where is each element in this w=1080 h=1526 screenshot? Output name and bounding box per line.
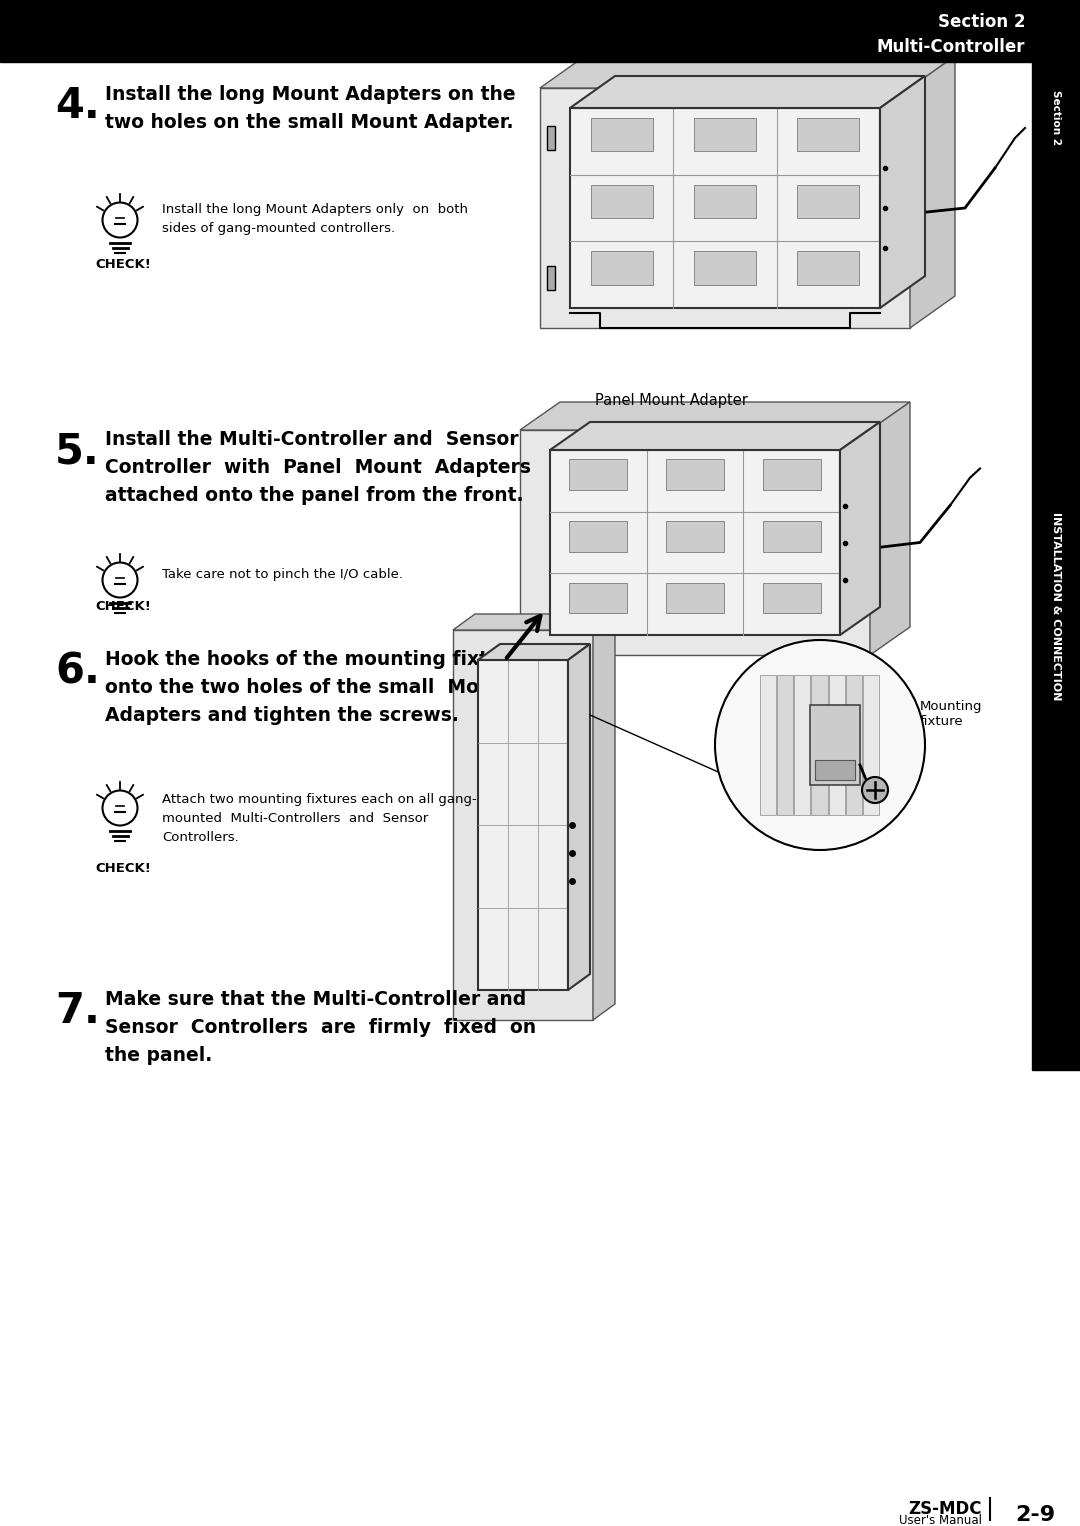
Bar [550, 450, 840, 635]
Bar [570, 108, 880, 308]
Polygon shape [540, 89, 910, 328]
Circle shape [715, 639, 924, 850]
Polygon shape [870, 401, 910, 655]
Text: Panel Mount Adapter: Panel Mount Adapter [595, 394, 747, 407]
Polygon shape [478, 644, 590, 661]
Text: 7.: 7. [55, 990, 99, 1032]
Text: INSTALLATION & CONNECTION: INSTALLATION & CONNECTION [1051, 511, 1061, 700]
Polygon shape [880, 76, 924, 308]
Polygon shape [550, 423, 880, 450]
Bar [0, 0, 1080, 63]
Bar [575, 113, 875, 304]
Text: User's Manual: User's Manual [899, 1514, 982, 1526]
Text: Install the long Mount Adapters on the: Install the long Mount Adapters on the [105, 85, 515, 104]
Text: mounted  Multi-Controllers  and  Sensor: mounted Multi-Controllers and Sensor [162, 812, 429, 826]
Bar [555, 455, 835, 630]
Text: Controller  with  Panel  Mount  Adapters: Controller with Panel Mount Adapters [105, 458, 531, 478]
Text: Section 2: Section 2 [1051, 90, 1061, 145]
Text: 5.: 5. [55, 430, 99, 472]
Polygon shape [910, 56, 955, 328]
Bar [453, 630, 593, 1019]
Text: Install the long Mount Adapters only  on  both: Install the long Mount Adapters only on … [162, 203, 468, 217]
Bar [569, 459, 627, 490]
Polygon shape [519, 401, 910, 430]
Text: Sensor  Controllers  are  firmly  fixed  on: Sensor Controllers are firmly fixed on [105, 1018, 536, 1038]
Bar [694, 185, 756, 218]
Text: 6.: 6. [55, 650, 99, 691]
Bar [810, 705, 860, 784]
Text: Panel: Panel [669, 432, 707, 447]
Bar [666, 520, 724, 552]
Bar [694, 252, 756, 285]
Text: 2-9: 2-9 [1015, 1505, 1055, 1524]
Bar [762, 459, 821, 490]
Bar [811, 674, 827, 815]
Bar [591, 252, 652, 285]
Text: the panel.: the panel. [105, 1045, 213, 1065]
Text: Adapters and tighten the screws.: Adapters and tighten the screws. [105, 707, 459, 725]
Bar [794, 674, 810, 815]
Bar [760, 674, 777, 815]
Bar [666, 583, 724, 613]
Text: attached onto the panel from the front.: attached onto the panel from the front. [105, 485, 524, 505]
Polygon shape [840, 423, 880, 635]
Text: Make sure that the Multi-Controller and: Make sure that the Multi-Controller and [105, 990, 526, 1009]
Text: Multi-Controller: Multi-Controller [877, 38, 1025, 56]
Bar [778, 674, 794, 815]
Text: Section 2: Section 2 [937, 14, 1025, 31]
Bar [591, 118, 652, 151]
Polygon shape [568, 644, 590, 990]
Bar [694, 118, 756, 151]
Polygon shape [519, 430, 870, 655]
Text: sides of gang-mounted controllers.: sides of gang-mounted controllers. [162, 221, 395, 235]
Text: two holes on the small Mount Adapter.: two holes on the small Mount Adapter. [105, 113, 513, 133]
Bar [828, 674, 845, 815]
Bar [762, 583, 821, 613]
Text: Take care not to pinch the I/O cable.: Take care not to pinch the I/O cable. [162, 568, 403, 581]
Text: onto the two holes of the small  Mount: onto the two holes of the small Mount [105, 678, 514, 697]
Text: CHECK!: CHECK! [95, 258, 151, 272]
Text: Panel Mount Adapter: Panel Mount Adapter [600, 90, 753, 105]
Text: CHECK!: CHECK! [95, 862, 151, 874]
Text: Hook the hooks of the mounting fixture: Hook the hooks of the mounting fixture [105, 650, 524, 668]
Text: Install the Multi-Controller and  Sensor: Install the Multi-Controller and Sensor [105, 430, 518, 449]
Text: Attach two mounting fixtures each on all gang-: Attach two mounting fixtures each on all… [162, 794, 476, 806]
Polygon shape [593, 613, 615, 1019]
Text: Mounting
fixture: Mounting fixture [920, 700, 983, 728]
Circle shape [862, 777, 888, 803]
Text: ZS-MDC: ZS-MDC [908, 1500, 982, 1518]
Bar [591, 185, 652, 218]
Text: 4.: 4. [55, 85, 99, 127]
Bar [762, 520, 821, 552]
Bar [546, 127, 555, 150]
Bar [569, 520, 627, 552]
Bar [863, 674, 879, 815]
Text: CHECK!: CHECK! [95, 600, 151, 613]
Text: Controllers.: Controllers. [162, 832, 239, 844]
Bar [569, 583, 627, 613]
Polygon shape [453, 613, 615, 630]
Bar [478, 661, 568, 990]
Polygon shape [570, 76, 924, 108]
Bar [797, 185, 860, 218]
Bar [846, 674, 862, 815]
Bar [666, 459, 724, 490]
Bar [797, 118, 860, 151]
Bar [1032, 63, 1080, 1070]
Bar [797, 252, 860, 285]
Polygon shape [540, 56, 955, 89]
Bar [815, 760, 855, 780]
Bar [546, 266, 555, 290]
